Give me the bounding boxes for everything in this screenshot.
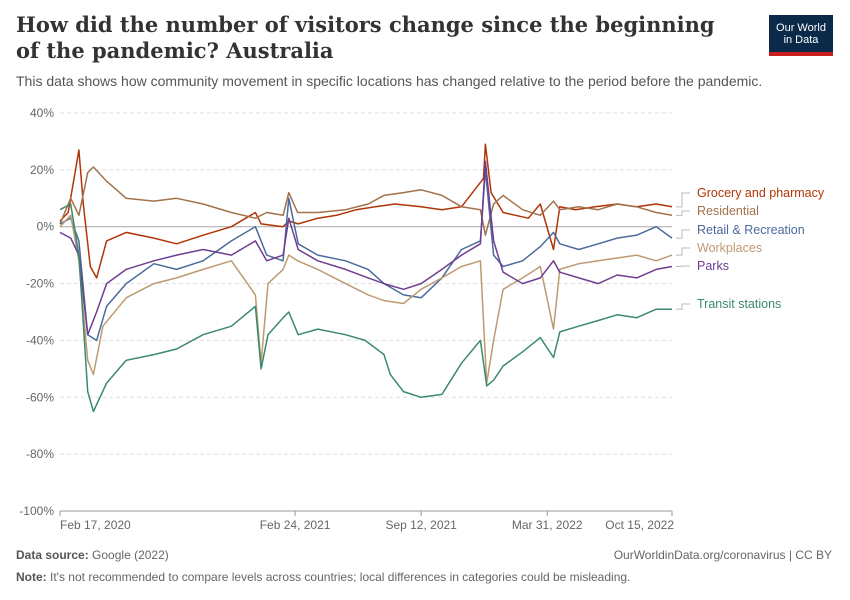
logo-line-1: Our World bbox=[776, 21, 826, 34]
legend-label: Retail & Recreation bbox=[697, 223, 805, 237]
legend-connector bbox=[676, 192, 690, 208]
legend-connector bbox=[676, 303, 690, 310]
series-line bbox=[59, 214, 673, 384]
legend-label: Transit stations bbox=[697, 297, 781, 311]
series-line bbox=[59, 160, 673, 336]
series-line bbox=[59, 143, 673, 279]
legend-label: Workplaces bbox=[697, 241, 762, 255]
y-tick-label: 20% bbox=[30, 163, 54, 177]
y-tick-label: -60% bbox=[26, 390, 54, 404]
legend-connector bbox=[676, 247, 690, 256]
data-source-value[interactable]: Google (2022) bbox=[92, 548, 169, 562]
note-label: Note: bbox=[16, 570, 47, 584]
legend-label: Residential bbox=[697, 204, 759, 218]
chart-note: Note: It's not recommended to compare le… bbox=[16, 570, 630, 584]
data-source: Data source: Google (2022) bbox=[16, 548, 169, 562]
legend-label: Grocery and pharmacy bbox=[697, 186, 825, 200]
logo-line-2: in Data bbox=[783, 33, 819, 46]
y-tick-label: 40% bbox=[30, 106, 54, 120]
series-line bbox=[59, 169, 673, 342]
note-text: It's not recommended to compare levels a… bbox=[50, 570, 631, 584]
series-line bbox=[59, 166, 673, 236]
x-tick-label: Mar 31, 2022 bbox=[512, 518, 583, 532]
chart-title: How did the number of visitors change si… bbox=[16, 12, 715, 63]
x-tick-label: Oct 15, 2022 bbox=[605, 518, 674, 532]
data-source-label: Data source: bbox=[16, 548, 89, 562]
legend-connector bbox=[676, 229, 690, 239]
series-line bbox=[59, 203, 672, 413]
y-tick-label: -80% bbox=[26, 447, 54, 461]
x-tick-label: Sep 12, 2021 bbox=[385, 518, 457, 532]
legend-label: Parks bbox=[697, 259, 729, 273]
legend-connector bbox=[676, 210, 690, 216]
credit-link[interactable]: OurWorldinData.org/coronavirus | CC BY bbox=[613, 548, 832, 562]
x-tick-label: Feb 24, 2021 bbox=[260, 518, 331, 532]
y-tick-label: -40% bbox=[26, 333, 54, 347]
x-tick-label: Feb 17, 2020 bbox=[60, 518, 131, 532]
y-tick-label: -100% bbox=[19, 504, 54, 518]
chart-subtitle: This data shows how community movement i… bbox=[16, 73, 763, 89]
legend-connector bbox=[676, 265, 690, 268]
y-tick-label: -20% bbox=[26, 277, 54, 291]
owid-logo[interactable]: Our World in Data bbox=[769, 15, 833, 56]
y-tick-label: 0% bbox=[37, 220, 55, 234]
